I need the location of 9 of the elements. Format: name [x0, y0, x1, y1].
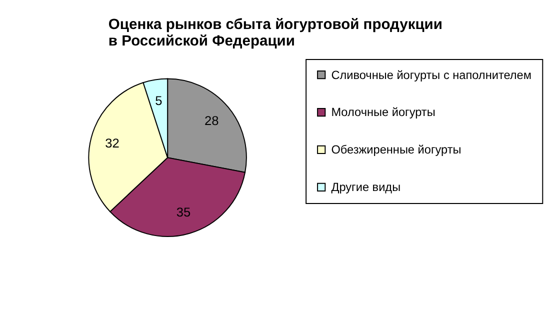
legend-label: Обезжиренные йогурты: [331, 142, 462, 157]
chart-title: Оценка рынков сбыта йогуртовой продукции в Российской Федерации: [108, 16, 442, 50]
legend-label: Сливочные йогурты с наполнителем: [331, 68, 532, 82]
legend-label: Другие виды: [331, 180, 401, 194]
data-label: 28: [204, 113, 219, 128]
data-label: 35: [176, 204, 191, 220]
legend-label: Молочные йогурты: [331, 105, 436, 120]
data-label: 5: [155, 93, 162, 108]
data-label: 32: [105, 135, 120, 150]
